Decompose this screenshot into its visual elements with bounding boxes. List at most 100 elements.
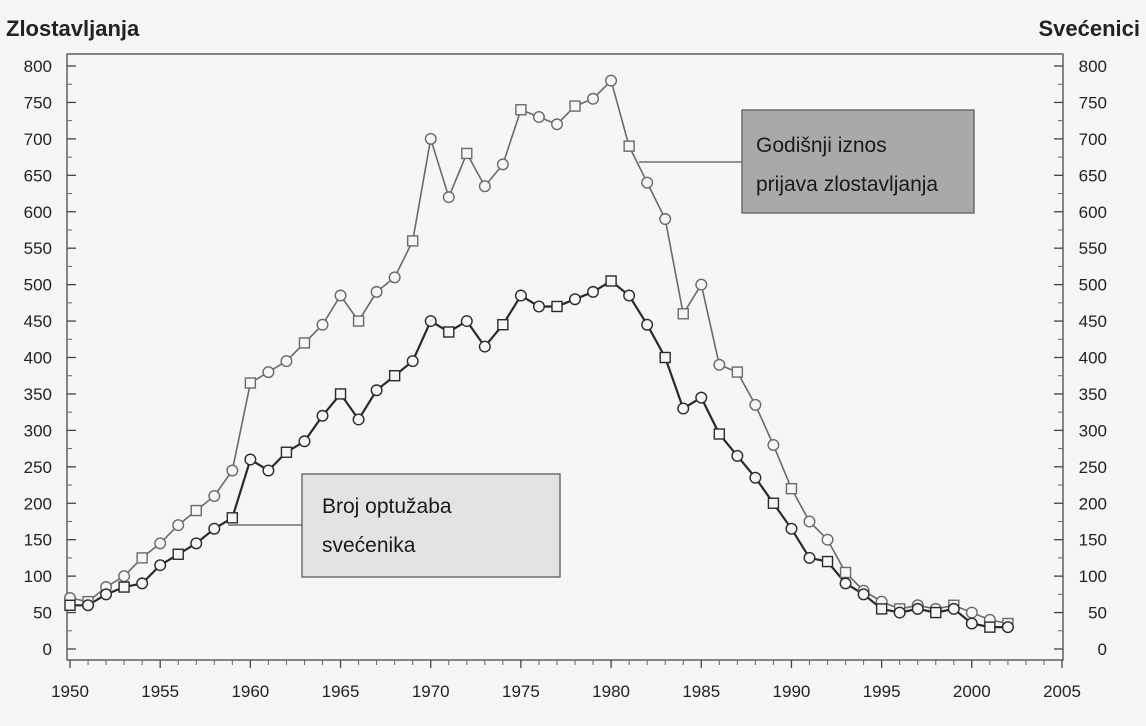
data-point — [208, 489, 221, 502]
point-circle-marker — [298, 435, 311, 448]
data-point — [172, 519, 185, 532]
point-circle-marker — [857, 588, 870, 601]
data-point — [767, 438, 780, 451]
data-point — [875, 603, 888, 615]
data-point — [551, 300, 563, 313]
point-circle-marker — [1001, 621, 1014, 634]
point-circle-marker — [911, 602, 924, 615]
y-tick-label-right: 500 — [1079, 276, 1107, 295]
point-circle-marker — [695, 278, 708, 291]
y-tick-label-right: 150 — [1079, 531, 1107, 550]
data-point — [334, 388, 347, 400]
data-point — [965, 617, 978, 630]
y-tick-label-right: 350 — [1079, 385, 1107, 404]
data-point — [731, 366, 744, 378]
y-tick-label-left: 0 — [43, 640, 52, 659]
data-point — [857, 588, 870, 601]
point-circle-marker — [731, 449, 744, 462]
data-point — [370, 384, 383, 397]
y-tick-label-left: 450 — [24, 312, 52, 331]
y-tick-label-right: 800 — [1079, 57, 1107, 76]
x-tick-label: 1970 — [412, 682, 450, 701]
data-point — [497, 319, 509, 331]
data-point — [677, 308, 689, 320]
data-point — [298, 435, 311, 448]
point-circle-marker — [893, 606, 906, 619]
callout-box — [741, 109, 975, 214]
y-tick-label-left: 100 — [24, 567, 52, 586]
x-tick-label: 1995 — [863, 682, 901, 701]
data-point — [695, 278, 708, 291]
data-point — [677, 402, 690, 415]
y-tick-label-right: 50 — [1088, 604, 1107, 623]
point-square-marker — [226, 512, 239, 524]
point-square-marker — [497, 319, 509, 331]
point-circle-marker — [532, 300, 545, 313]
y-tick-label-right: 450 — [1079, 312, 1107, 331]
data-point — [154, 559, 167, 572]
point-square-marker — [280, 446, 293, 458]
data-point — [136, 577, 149, 590]
data-point — [695, 391, 708, 404]
data-point — [839, 566, 852, 579]
point-circle-marker — [442, 191, 455, 204]
point-circle-marker — [587, 92, 600, 105]
data-point — [803, 551, 816, 564]
data-point — [406, 235, 419, 247]
data-point — [803, 515, 816, 528]
data-point — [370, 285, 383, 298]
data-point — [767, 497, 780, 509]
x-tick-label: 1960 — [231, 682, 269, 701]
data-point — [713, 428, 726, 440]
point-circle-marker — [226, 464, 239, 477]
point-circle-marker — [514, 289, 527, 302]
data-point — [226, 512, 239, 524]
point-circle-marker — [947, 602, 960, 615]
point-circle-marker — [424, 315, 437, 328]
point-square-marker — [172, 548, 184, 560]
y-tick-label-right: 250 — [1079, 458, 1107, 477]
y-tick-label-left: 750 — [24, 93, 52, 112]
data-point — [226, 464, 239, 477]
point-circle-marker — [370, 384, 383, 397]
x-tick-label: 1955 — [141, 682, 179, 701]
point-circle-marker — [839, 577, 852, 590]
data-point — [478, 180, 491, 193]
callout-text-line: prijava zlostavljanja — [756, 173, 938, 196]
y-tick-label-left: 50 — [33, 604, 52, 623]
data-point — [984, 621, 996, 633]
point-square-marker — [461, 147, 473, 160]
point-square-marker — [930, 606, 942, 619]
point-square-marker — [821, 555, 834, 568]
y-tick-label-left: 200 — [24, 494, 52, 513]
point-circle-marker — [550, 118, 563, 131]
point-square-marker — [677, 308, 689, 320]
point-square-marker — [334, 388, 347, 400]
left-axis-title: Zlostavljanja — [6, 16, 140, 41]
y-tick-label-left: 700 — [24, 130, 52, 149]
y-tick-label-right: 400 — [1079, 349, 1107, 368]
data-point — [821, 555, 834, 568]
point-circle-marker — [569, 293, 582, 306]
x-tick-label: 1950 — [51, 682, 89, 701]
data-point — [839, 577, 852, 590]
data-point — [424, 132, 437, 145]
y-tick-label-left: 550 — [24, 239, 52, 258]
point-circle-marker — [370, 285, 383, 298]
point-square-marker — [569, 100, 581, 112]
x-tick-label: 1965 — [322, 682, 360, 701]
point-circle-marker — [641, 318, 654, 331]
callout-text-line: Broj optužaba — [322, 495, 452, 518]
point-circle-marker — [532, 111, 545, 124]
point-square-marker — [190, 504, 202, 517]
data-point — [460, 315, 473, 328]
point-circle-marker — [641, 176, 654, 189]
data-point — [262, 464, 275, 477]
point-circle-marker — [749, 471, 762, 484]
data-point — [605, 74, 618, 87]
point-circle-marker — [496, 158, 509, 171]
data-point — [605, 275, 617, 287]
data-point — [947, 602, 960, 615]
point-circle-marker — [767, 438, 780, 451]
